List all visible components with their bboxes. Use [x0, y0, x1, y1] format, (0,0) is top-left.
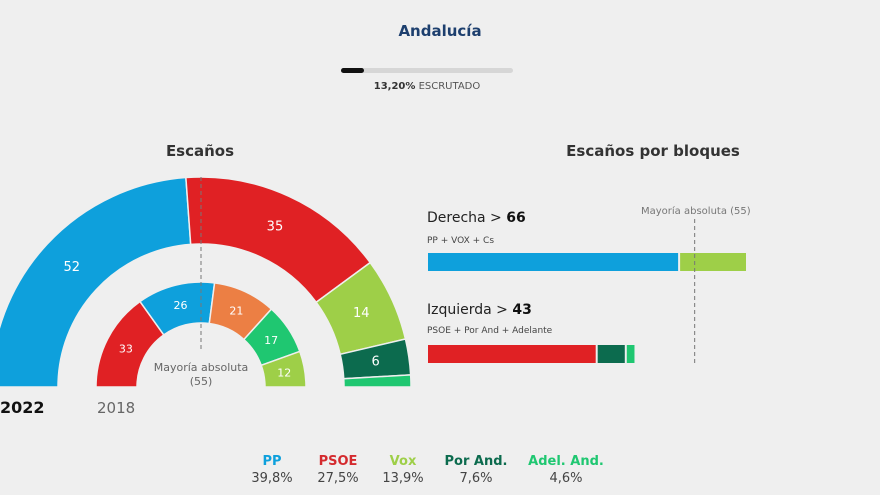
seats-title: Escaños	[165, 142, 235, 160]
seat-arc-2022-pp	[0, 176, 192, 388]
legend-party: Adel. And.	[528, 454, 604, 469]
legend-party: PSOE	[318, 454, 358, 469]
legend-item: Vox 13,9%	[353, 454, 453, 486]
legend-item: Por And. 7,6%	[426, 454, 526, 486]
progress-value: 13,20%	[373, 81, 416, 92]
legend-party: Vox	[389, 454, 417, 469]
progress-fill	[341, 68, 364, 73]
legend-item: PP 39,8%	[222, 454, 322, 486]
block-bar-derecha-vox	[680, 253, 746, 271]
blocks-title: Escaños por bloques	[566, 142, 740, 160]
block-izquierda-title: Izquierda > 43	[427, 302, 532, 318]
legend-pct: 27,5%	[317, 471, 359, 486]
seat-value-label: 17	[264, 334, 278, 347]
seat-value-label: 6	[372, 355, 380, 370]
legend-item: PSOE 27,5%	[288, 454, 388, 486]
seat-value-label: 35	[267, 220, 284, 235]
legend-pct: 7,6%	[459, 471, 493, 486]
majority-label-bars: Mayoría absoluta (55)	[641, 206, 751, 217]
progress-label: 13,20% ESCRUTADO	[341, 81, 513, 92]
block-derecha-title: Derecha > 66	[427, 210, 526, 226]
block-bar-derecha-pp	[428, 253, 679, 271]
ring-label-2018: 2018	[97, 399, 136, 417]
ring-label-2022: 2022	[0, 398, 45, 417]
seat-value-label: 33	[119, 342, 133, 355]
progress-bar	[341, 68, 513, 73]
block-derecha-sub: PP + VOX + Cs	[427, 236, 495, 246]
legend-party: Por And.	[444, 454, 508, 469]
legend-pct: 13,9%	[382, 471, 424, 486]
seat-value-label: 21	[229, 304, 243, 317]
legend-item: Adel. And. 4,6%	[516, 454, 616, 486]
seat-arc-2022-adeland	[342, 374, 412, 388]
legend-party: PP	[262, 454, 282, 469]
block-izquierda-sub: PSOE + Por And + Adelante	[427, 326, 553, 336]
seat-value-label: 52	[64, 260, 81, 275]
block-bar-izquierda-psoe	[428, 345, 596, 363]
block-bar-izquierda-porand	[597, 345, 625, 363]
seat-value-label: 26	[174, 299, 188, 312]
block-bar-izquierda-adeland	[626, 345, 635, 363]
progress-text: ESCRUTADO	[418, 81, 481, 92]
legend-pct: 39,8%	[251, 471, 293, 486]
region-title: Andalucía	[398, 22, 482, 40]
legend-pct: 4,6%	[549, 471, 583, 486]
seat-arc-2018-vox	[260, 350, 307, 388]
seat-value-label: 12	[277, 366, 291, 379]
majority-label-arc: Mayoría absoluta (55)	[153, 361, 249, 388]
seat-value-label: 14	[353, 306, 370, 321]
